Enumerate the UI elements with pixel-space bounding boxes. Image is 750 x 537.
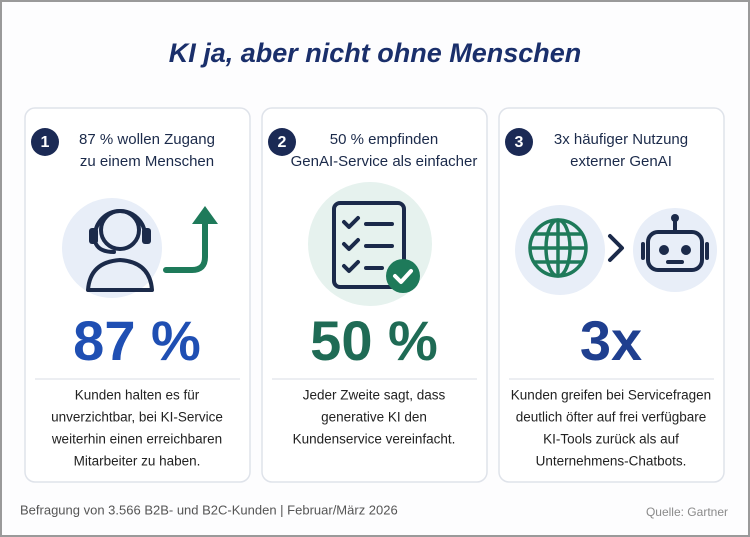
title: KI ja, aber nicht ohne Menschen (169, 38, 582, 68)
card-heading: 87 % wollen Zugang (79, 131, 215, 148)
footer-note: Befragung von 3.566 B2B- und B2C-Kunden … (20, 502, 398, 517)
checklist-icon (308, 182, 432, 306)
globe-icon (515, 205, 605, 295)
chevron (608, 234, 624, 262)
footer-source: Quelle: Gartner (646, 505, 728, 519)
card-text: Kundenservice vereinfacht. (293, 432, 456, 447)
number-badge (268, 128, 296, 156)
card-heading: GenAI-Service als einfacher (291, 153, 478, 170)
card-number: 2 (278, 134, 287, 151)
number-badge (31, 128, 59, 156)
card-text: Jeder Zweite sagt, dass (303, 388, 446, 403)
card-text: Kunden greifen bei Servicefragen (511, 388, 711, 403)
card-text: KI-Tools zurück als auf (543, 432, 679, 447)
card-text: unverzichtbar, bei KI-Service (51, 410, 223, 425)
card-stat: 87 % (73, 309, 201, 372)
card-text: generative KI den (321, 410, 427, 425)
card-number: 3 (515, 134, 524, 151)
card-text: Unternehmens-Chatbots. (536, 454, 687, 469)
card-heading: 3x häufiger Nutzung (554, 131, 688, 148)
number-badge (505, 128, 533, 156)
card (498, 107, 725, 483)
card (24, 107, 251, 483)
arrow-up-icon (163, 206, 218, 273)
card-heading: 50 % empfinden (330, 131, 438, 148)
card-text: deutlich öfter auf frei verfügbare (516, 410, 707, 425)
card-stat: 50 % (310, 309, 438, 372)
card-text: Kunden halten es für (75, 388, 200, 403)
card-number: 1 (41, 134, 50, 151)
card-heading: externer GenAI (570, 153, 672, 170)
card-text: Mitarbeiter zu haben. (74, 454, 201, 469)
headset-icon (62, 198, 162, 298)
card-stat: 3x (580, 309, 642, 372)
card-text: weiterhin einen erreichbaren (51, 432, 222, 447)
card-heading: zu einem Menschen (80, 153, 214, 170)
robot-icon (633, 208, 717, 292)
